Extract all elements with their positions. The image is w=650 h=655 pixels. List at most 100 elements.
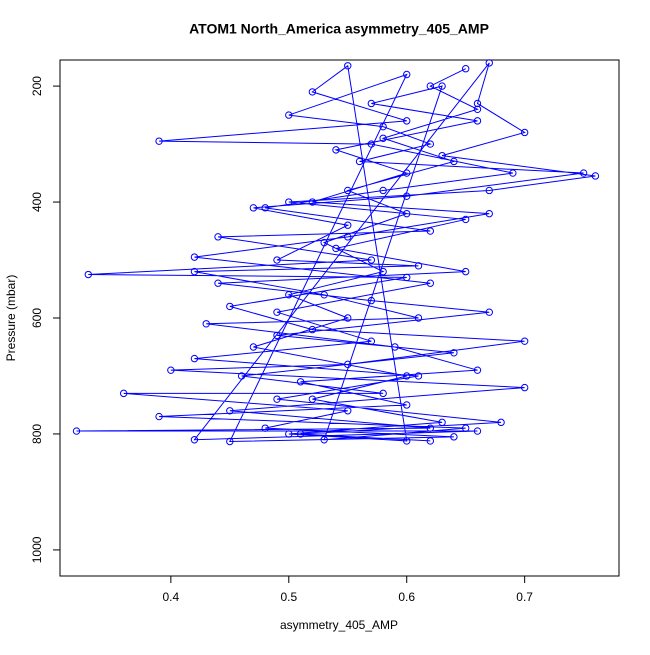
data-point	[344, 221, 352, 229]
data-point	[367, 337, 376, 345]
y-tick-label: 200	[30, 76, 44, 96]
data-point	[249, 204, 258, 212]
data-point	[367, 256, 376, 264]
data-point	[485, 308, 493, 316]
data-point	[403, 70, 411, 79]
data-point	[485, 59, 493, 67]
data-point	[403, 437, 411, 445]
data-point	[367, 99, 376, 108]
x-tick-label: 0.7	[516, 590, 533, 604]
data-point	[308, 198, 317, 206]
x-tick-label: 0.5	[280, 590, 297, 604]
data-point	[84, 270, 93, 279]
data-point	[485, 209, 493, 218]
data-point	[190, 253, 199, 261]
data-point	[591, 172, 600, 180]
data-point	[379, 267, 387, 276]
data-point	[285, 430, 293, 438]
data-point	[438, 418, 446, 427]
x-tick-label: 0.6	[398, 590, 415, 604]
data-point	[237, 372, 246, 380]
data-point	[72, 427, 81, 435]
data-point	[226, 437, 234, 446]
data-point	[414, 372, 423, 380]
data-point	[426, 424, 435, 432]
data-point	[438, 82, 446, 90]
data-point	[214, 233, 222, 241]
data-point	[461, 215, 470, 224]
data-point	[214, 279, 222, 287]
data-point	[273, 256, 281, 264]
data-point	[379, 186, 387, 195]
data-point	[167, 366, 175, 374]
data-point	[414, 262, 423, 270]
y-tick-label: 1000	[30, 536, 44, 563]
data-point	[273, 395, 281, 403]
data-point	[403, 117, 411, 125]
data-point	[296, 430, 305, 438]
data-point	[285, 111, 293, 119]
data-point	[367, 140, 376, 148]
data-point	[249, 343, 258, 351]
data-point	[461, 267, 470, 276]
data-point	[155, 137, 163, 145]
data-point	[379, 134, 387, 142]
data-point	[473, 99, 482, 108]
data-point	[426, 82, 435, 90]
data-point	[414, 314, 423, 322]
data-point	[308, 325, 317, 334]
data-point	[461, 424, 470, 432]
data-point	[379, 122, 387, 131]
data-point	[579, 169, 588, 177]
data-point	[379, 389, 387, 398]
data-point	[344, 314, 352, 322]
data-point	[367, 296, 376, 305]
data-point	[403, 273, 411, 282]
data-point	[485, 186, 493, 195]
data-point	[344, 360, 352, 369]
data-point	[403, 169, 411, 177]
data-point	[520, 383, 529, 392]
y-tick-label: 600	[30, 308, 44, 328]
data-point	[473, 105, 482, 113]
data-point	[273, 308, 281, 316]
data-point	[520, 128, 529, 137]
data-point	[308, 395, 317, 403]
data-point	[450, 433, 458, 441]
data-point	[273, 331, 281, 340]
data-point	[320, 291, 328, 299]
data-point	[473, 427, 482, 435]
data-point	[497, 418, 505, 427]
data-point	[190, 267, 199, 276]
data-point	[426, 437, 435, 445]
data-point	[285, 198, 293, 206]
data-point	[320, 238, 328, 247]
data-point	[426, 279, 435, 287]
data-point	[344, 233, 352, 241]
data-point	[261, 424, 269, 432]
data-point	[403, 372, 411, 380]
data-point	[226, 302, 234, 311]
data-point	[520, 337, 529, 345]
data-point	[332, 146, 340, 154]
data-point	[426, 227, 435, 235]
data-point	[285, 291, 293, 299]
data-point	[473, 366, 482, 374]
y-tick-label: 400	[30, 192, 44, 212]
data-point	[190, 354, 199, 363]
data-point	[403, 209, 411, 218]
data-point	[461, 64, 470, 73]
data-point	[450, 157, 458, 166]
data-point	[426, 140, 435, 148]
data-point	[438, 151, 446, 160]
data-point	[344, 407, 352, 415]
data-point	[296, 378, 305, 386]
data-point	[509, 169, 517, 177]
data-point	[190, 436, 199, 444]
chart-title: ATOM1 North_America asymmetry_405_AMP	[189, 21, 489, 37]
x-axis-label: asymmetry_405_AMP	[280, 618, 398, 632]
data-point	[344, 62, 352, 70]
data-point	[403, 401, 411, 409]
data-point	[344, 186, 352, 195]
